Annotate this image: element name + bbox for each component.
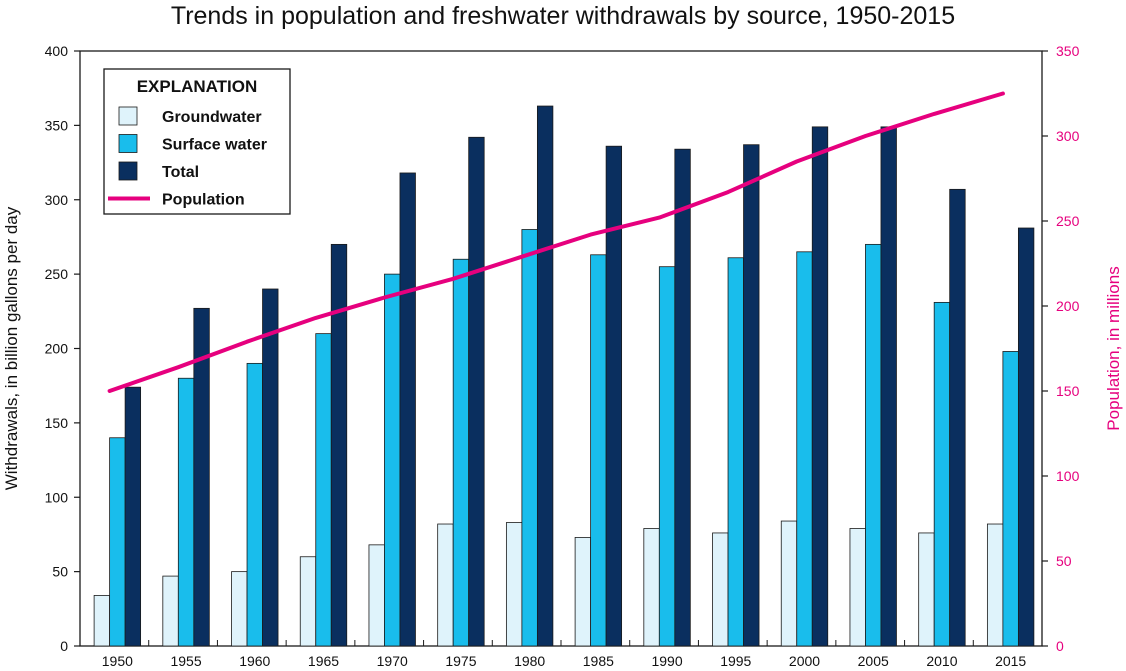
- surface-water-bar: [246, 362, 263, 647]
- groundwater-bar: [437, 523, 454, 647]
- surface-water-bar: [1002, 351, 1019, 647]
- surface-water-bar: [177, 377, 195, 647]
- surface-water-bar: [315, 333, 332, 647]
- y2-tick-label: 250: [1056, 213, 1080, 229]
- total-bar: [330, 243, 348, 647]
- surface-water-bar: [452, 258, 470, 647]
- x-tick-label: 1985: [583, 653, 614, 669]
- x-tick-label: 1970: [377, 653, 408, 669]
- x-tick-label: 1975: [445, 653, 476, 669]
- y-tick-label: 200: [45, 341, 69, 357]
- bars-layer: [93, 105, 1035, 647]
- groundwater-bar: [918, 532, 935, 647]
- surface-water-bar: [865, 243, 882, 647]
- groundwater-bar: [643, 528, 660, 647]
- y-tick-label: 150: [45, 415, 69, 431]
- groundwater-bar: [231, 571, 248, 647]
- total-bar: [399, 172, 416, 647]
- legend: EXPLANATION Groundwater Surface water Total…: [103, 68, 291, 215]
- y2-tick-label: 100: [1056, 468, 1080, 484]
- y-tick-label: 50: [52, 564, 68, 580]
- total-bar: [468, 136, 485, 647]
- x-tick-label: 1950: [102, 653, 133, 669]
- y2-axis-label: Population, in millions: [1104, 266, 1123, 430]
- legend-title: EXPLANATION: [137, 77, 258, 96]
- x-tick-label: 2010: [926, 653, 957, 669]
- legend-item-total-label: Total: [162, 164, 199, 181]
- y-tick-label: 350: [45, 117, 69, 133]
- y-tick-label: 0: [60, 638, 68, 654]
- surface-water-bar: [590, 254, 607, 647]
- total-bar: [262, 288, 279, 647]
- total-bar: [674, 148, 691, 647]
- groundwater-bar: [986, 523, 1004, 647]
- legend-item-groundwater-swatch: [118, 106, 138, 126]
- population-line-layer: [107, 91, 1005, 393]
- groundwater-bar: [574, 537, 592, 647]
- x-tick-label: 1995: [720, 653, 751, 669]
- y2-tick-label: 150: [1056, 383, 1080, 399]
- population-line: [107, 91, 1005, 393]
- y-tick-label: 100: [45, 489, 69, 505]
- total-bar: [605, 145, 623, 647]
- x-tick-label: 1960: [239, 653, 270, 669]
- total-bar: [536, 105, 554, 647]
- y2-tick-label: 350: [1056, 43, 1080, 59]
- legend-item-groundwater-label: Groundwater: [162, 109, 262, 126]
- total-bar: [743, 144, 760, 647]
- legend-item-surface-water-label: Surface water: [162, 137, 267, 154]
- surface-water-bar: [521, 229, 538, 647]
- y-tick-label: 400: [45, 43, 69, 59]
- x-tick-label: 2005: [858, 653, 889, 669]
- x-tick-label: 1955: [170, 653, 201, 669]
- groundwater-bar: [849, 528, 866, 647]
- surface-water-bar: [933, 301, 951, 647]
- surface-water-bar: [796, 251, 813, 647]
- surface-water-bar: [384, 273, 401, 647]
- chart-title: Trends in population and freshwater with…: [170, 2, 956, 30]
- total-bar: [193, 307, 210, 647]
- groundwater-bar: [93, 595, 111, 647]
- surface-water-bar: [727, 257, 744, 647]
- y2-tick-label: 0: [1056, 638, 1064, 654]
- y-tick-label: 250: [45, 266, 69, 282]
- total-bar: [124, 386, 142, 647]
- y2-tick-label: 50: [1056, 553, 1072, 569]
- x-tick-label: 2015: [995, 653, 1026, 669]
- groundwater-bar: [505, 522, 523, 647]
- x-tick-label: 1990: [651, 653, 682, 669]
- surface-water-bar: [109, 437, 126, 647]
- legend-item-total-swatch: [118, 161, 138, 181]
- total-bar: [1017, 227, 1035, 647]
- groundwater-bar: [780, 520, 798, 647]
- legend-item-surface-water-swatch: [118, 134, 138, 153]
- x-tick-label: 1980: [514, 653, 545, 669]
- total-bar: [880, 126, 897, 647]
- y-tick-label: 300: [45, 192, 69, 208]
- legend-item-population-label: Population: [162, 192, 245, 209]
- groundwater-bar: [299, 556, 317, 647]
- surface-water-bar: [658, 266, 676, 647]
- total-bar: [811, 126, 829, 647]
- y2-tick-label: 200: [1056, 298, 1080, 314]
- groundwater-bar: [162, 575, 179, 647]
- groundwater-bar: [712, 532, 729, 647]
- y2-tick-label: 300: [1056, 128, 1080, 144]
- x-tick-label: 1965: [308, 653, 339, 669]
- x-tick-label: 2000: [789, 653, 820, 669]
- axes-layer: 0 50 100 150 200 250 300 350 400 0 50 100 150 200 250 3…: [2, 43, 1123, 669]
- total-bar: [949, 188, 966, 647]
- groundwater-bar: [368, 544, 385, 647]
- y-axis-label: Withdrawals, in billion gallons per day: [2, 206, 21, 490]
